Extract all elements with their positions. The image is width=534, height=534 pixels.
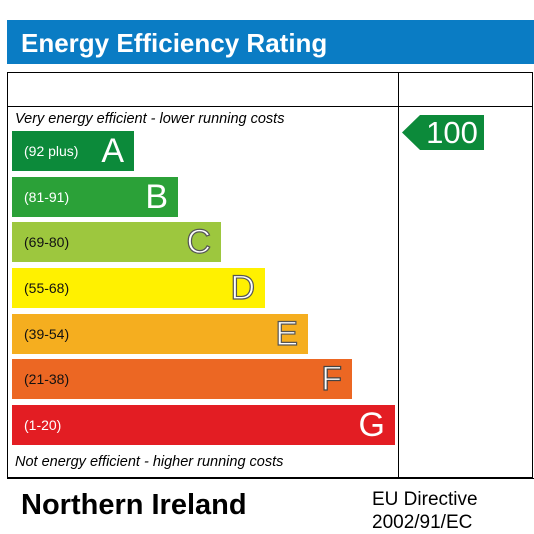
band-a-range: (92 plus)	[24, 143, 79, 159]
title-bar: Energy Efficiency Rating	[7, 20, 534, 64]
header-row-divider	[7, 106, 533, 107]
band-f-range: (21-38)	[24, 371, 70, 387]
band-c: (69-80) C	[12, 222, 221, 262]
band-b-letter: B	[145, 178, 168, 216]
footer-divider	[7, 478, 534, 479]
current-rating-arrow-shape	[402, 115, 484, 150]
band-g-range: (1-20)	[24, 417, 62, 433]
band-e-letter: E	[275, 314, 299, 353]
band-d-letter: D	[230, 268, 256, 307]
eu-directive-line-2: 2002/91/EC	[372, 512, 473, 533]
band-e: (39-54) E	[12, 314, 308, 354]
current-rating-value: 100	[426, 115, 478, 150]
band-b: (81-91) B	[12, 177, 178, 217]
band-d: (55-68) D	[12, 268, 265, 308]
region-name: Northern Ireland	[21, 489, 247, 521]
current-rating-arrow: 100	[402, 115, 484, 150]
band-f: (21-38) F	[12, 359, 352, 399]
eu-directive-line-1: EU Directive	[372, 489, 478, 510]
band-c-letter: C	[186, 222, 212, 261]
band-f-letter: F	[321, 359, 343, 398]
band-a-letter: A	[101, 132, 124, 170]
note-inefficient: Not energy efficient - higher running co…	[15, 454, 284, 470]
note-efficient: Very energy efficient - lower running co…	[15, 111, 285, 127]
band-e-range: (39-54)	[24, 326, 70, 342]
band-g: (1-20) G	[12, 405, 395, 445]
chart-title: Energy Efficiency Rating	[21, 28, 328, 58]
band-g-letter: G	[358, 406, 385, 444]
column-divider	[398, 72, 399, 478]
eu-directive: EU Directive 2002/91/EC	[372, 488, 478, 534]
band-d-range: (55-68)	[24, 280, 70, 296]
band-b-range: (81-91)	[24, 189, 70, 205]
band-c-range: (69-80)	[24, 234, 70, 250]
band-a: (92 plus) A	[12, 131, 134, 171]
rating-frame	[7, 72, 533, 478]
